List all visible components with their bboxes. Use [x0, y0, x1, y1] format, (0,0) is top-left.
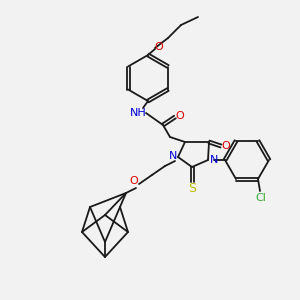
Text: NH: NH — [130, 108, 146, 118]
Text: Cl: Cl — [256, 193, 266, 203]
Text: O: O — [154, 42, 164, 52]
Text: N: N — [210, 155, 218, 165]
Text: N: N — [169, 151, 177, 161]
Text: S: S — [188, 182, 196, 194]
Text: O: O — [176, 111, 184, 121]
Text: O: O — [222, 141, 230, 151]
Text: O: O — [130, 176, 138, 186]
